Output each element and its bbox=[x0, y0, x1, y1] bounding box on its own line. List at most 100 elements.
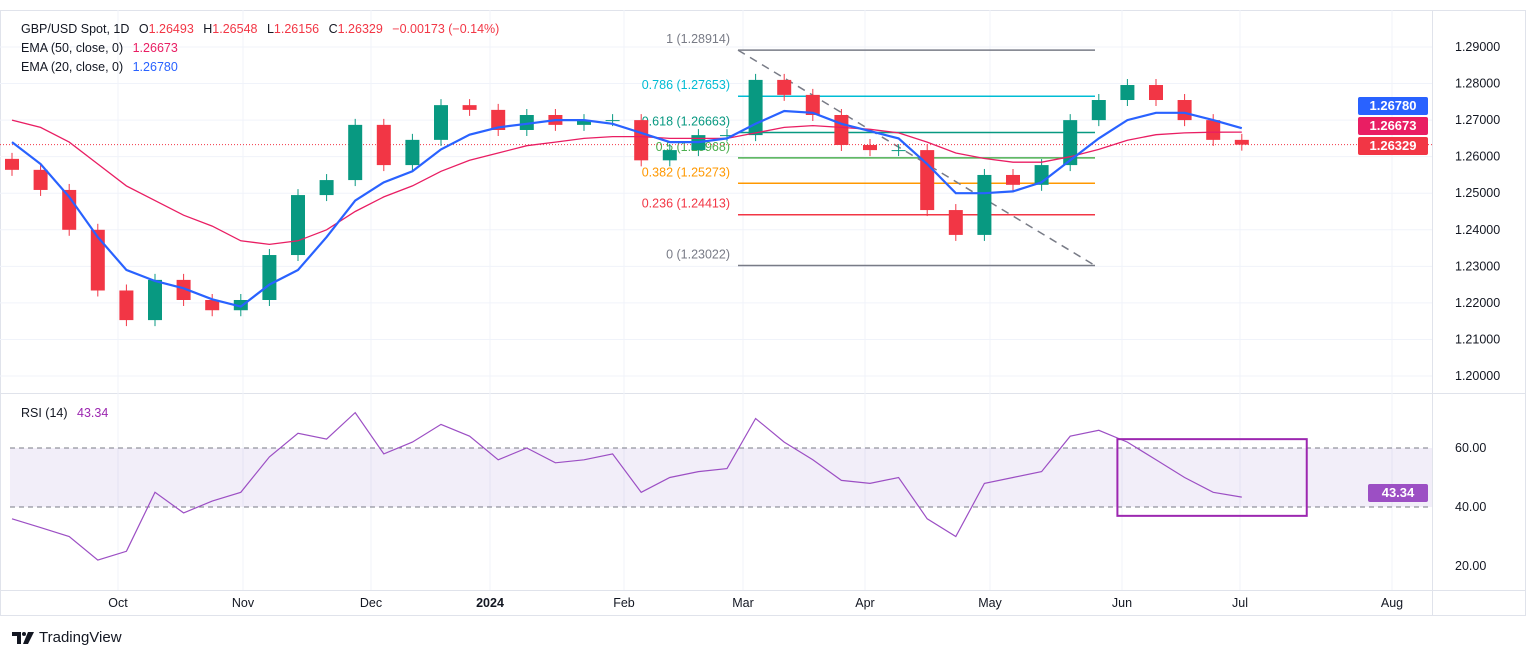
candle-up bbox=[1091, 100, 1106, 121]
candle-up bbox=[348, 124, 363, 181]
price-axis-label: 1.23000 bbox=[1455, 259, 1500, 273]
candle-down bbox=[119, 290, 134, 321]
rsi-value-tag: 43.34 bbox=[1368, 484, 1428, 502]
open-label: O bbox=[138, 22, 149, 36]
rsi-label: RSI (14) bbox=[21, 406, 68, 420]
candle-up bbox=[891, 150, 906, 152]
price-axis-label: 1.28000 bbox=[1455, 77, 1500, 91]
price-axis-label: 1.24000 bbox=[1455, 223, 1500, 237]
candle-down bbox=[176, 279, 191, 300]
time-axis-label: Oct bbox=[108, 596, 128, 610]
price-axis-label: 1.26000 bbox=[1455, 150, 1500, 164]
high-label: H bbox=[203, 22, 213, 36]
time-axis-label: Jul bbox=[1232, 596, 1248, 610]
close-label: C bbox=[328, 22, 338, 36]
ema50-legend[interactable]: EMA (50, close, 0) 1.26673 bbox=[21, 41, 184, 55]
fib-level-label: 0.786 (1.27653) bbox=[642, 78, 730, 92]
candle-down bbox=[805, 94, 820, 116]
time-axis-label: Nov bbox=[232, 596, 255, 610]
candle-up bbox=[148, 279, 162, 321]
price-axis-label: 1.29000 bbox=[1455, 40, 1500, 54]
time-axis-label: 2024 bbox=[476, 596, 504, 610]
rsi-highlight-box bbox=[1116, 438, 1308, 517]
candle-up bbox=[262, 255, 277, 300]
candle-up bbox=[291, 195, 305, 256]
candle-up bbox=[405, 139, 420, 166]
candle-up bbox=[577, 120, 591, 125]
change-value: −0.00173 (−0.14%) bbox=[392, 22, 500, 36]
time-axis-label: May bbox=[978, 596, 1002, 610]
candle-up bbox=[233, 299, 248, 311]
ema50-label: EMA (50, close, 0) bbox=[21, 41, 124, 55]
candle-up bbox=[662, 150, 677, 161]
rsi-value: 43.34 bbox=[77, 406, 109, 420]
ema50-price-tag: 1.26673 bbox=[1358, 117, 1428, 135]
logo-text: TradingView bbox=[39, 629, 122, 646]
ema20-label: EMA (20, close, 0) bbox=[21, 60, 124, 74]
chart-frame bbox=[0, 10, 1526, 616]
ema20-legend[interactable]: EMA (20, close, 0) 1.26780 bbox=[21, 60, 184, 74]
symbol-title: GBP/USD Spot, 1D bbox=[21, 22, 130, 36]
candle-down bbox=[90, 229, 105, 291]
candle-down bbox=[33, 169, 48, 190]
candle-up bbox=[1120, 85, 1135, 101]
fib-level-label: 0 (1.23022) bbox=[666, 248, 730, 262]
last-price-tag: 1.26329 bbox=[1358, 137, 1428, 155]
rsi-legend[interactable]: RSI (14) 43.34 bbox=[21, 406, 114, 420]
rsi-axis-label: 60.00 bbox=[1455, 441, 1486, 455]
price-axis-label: 1.21000 bbox=[1455, 332, 1500, 346]
candle-up bbox=[519, 115, 534, 130]
rsi-axis-label: 20.00 bbox=[1455, 559, 1486, 573]
rsi-axis-label: 40.00 bbox=[1455, 500, 1486, 514]
candle-up bbox=[434, 105, 448, 140]
candle-down bbox=[462, 105, 477, 110]
ema20-price-tag: 1.26780 bbox=[1358, 97, 1428, 115]
candle-up bbox=[319, 180, 334, 196]
ema50-line bbox=[11, 119, 1242, 246]
ema50-value: 1.26673 bbox=[132, 41, 178, 55]
candle-down bbox=[777, 79, 792, 95]
candle-down bbox=[863, 144, 877, 151]
symbol-legend: GBP/USD Spot, 1D O1.26493 H1.26548 L1.26… bbox=[21, 22, 505, 36]
low-label: L bbox=[266, 22, 274, 36]
candle-down bbox=[5, 158, 19, 170]
candle-up bbox=[977, 174, 992, 235]
ema20-value: 1.26780 bbox=[132, 60, 178, 74]
candle-down bbox=[920, 150, 935, 211]
candle-down bbox=[1149, 85, 1163, 101]
price-axis-label: 1.27000 bbox=[1455, 113, 1500, 127]
candle-down bbox=[634, 120, 649, 161]
time-axis-label: Apr bbox=[855, 596, 874, 610]
time-axis-label: Feb bbox=[613, 596, 635, 610]
tradingview-logo[interactable]: TradingView bbox=[12, 629, 122, 646]
price-axis-label: 1.20000 bbox=[1455, 369, 1500, 383]
price-axis-label: 1.22000 bbox=[1455, 296, 1500, 310]
price-axis-label: 1.25000 bbox=[1455, 186, 1500, 200]
candle-down bbox=[1234, 139, 1249, 145]
fib-level-label: 0.382 (1.25273) bbox=[642, 165, 730, 179]
candle-down bbox=[834, 115, 849, 145]
candle-down bbox=[948, 210, 963, 235]
low-value: 1.26156 bbox=[273, 22, 320, 36]
open-value: 1.26493 bbox=[148, 22, 194, 36]
time-axis-label: Aug bbox=[1381, 596, 1403, 610]
rsi-band bbox=[10, 448, 1432, 507]
ema20-line bbox=[11, 109, 1243, 308]
tradingview-logo-icon bbox=[12, 631, 34, 644]
close-value: 1.26329 bbox=[337, 22, 383, 36]
candle-down bbox=[491, 109, 506, 130]
candle-down bbox=[1177, 100, 1192, 121]
candle-down bbox=[62, 189, 77, 230]
candle-down bbox=[376, 124, 391, 166]
candle-up bbox=[1063, 120, 1078, 166]
high-value: 1.26548 bbox=[212, 22, 258, 36]
candle-down bbox=[1006, 174, 1020, 185]
time-axis-label: Dec bbox=[360, 596, 382, 610]
candle-up bbox=[720, 135, 734, 137]
fib-level-label: 1 (1.28914) bbox=[666, 32, 730, 46]
candle-down bbox=[1206, 120, 1221, 140]
fib-level-label: 0.236 (1.24413) bbox=[642, 197, 730, 211]
candle-up bbox=[605, 120, 620, 122]
candle-down bbox=[205, 299, 220, 311]
